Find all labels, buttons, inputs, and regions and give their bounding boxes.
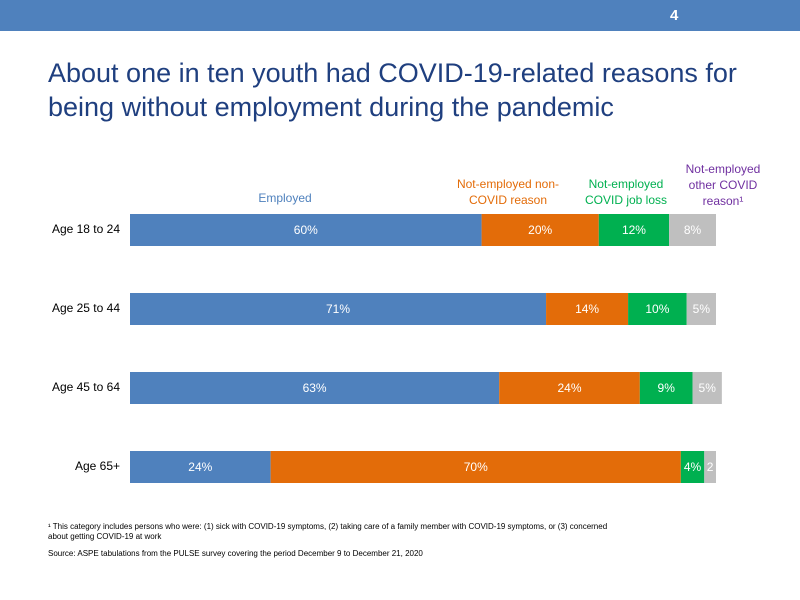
source-note: Source: ASPE tabulations from the PULSE …	[48, 549, 423, 558]
legend-entry: Employed	[258, 191, 312, 205]
bar-segment	[130, 372, 500, 404]
value-label: 70%	[464, 460, 488, 474]
value-label: 2	[707, 460, 714, 474]
value-label: 4%	[684, 460, 702, 474]
legend-entry: Not-employed other COVID reason¹	[685, 162, 761, 208]
category-label: Age 45 to 64	[52, 380, 120, 394]
value-label: 5%	[699, 381, 717, 395]
value-label: 20%	[528, 223, 552, 237]
value-label: 60%	[294, 223, 318, 237]
value-label: 14%	[575, 302, 599, 316]
bar-segment	[546, 293, 629, 325]
slide-title: About one in ten youth had COVID-19-rela…	[48, 58, 737, 122]
top-bar	[0, 0, 800, 31]
legend-entry: Not-employed non-COVID reason	[456, 177, 560, 207]
value-label: 10%	[645, 302, 669, 316]
value-label: 8%	[684, 223, 702, 237]
bar-segment	[704, 451, 716, 483]
value-label: 12%	[622, 223, 646, 237]
bar-segment	[130, 293, 547, 325]
bar-segment	[130, 214, 482, 246]
page-number: 4	[670, 7, 679, 24]
value-label: 24%	[188, 460, 212, 474]
value-label: 9%	[658, 381, 676, 395]
bar-segment	[680, 451, 705, 483]
bar-segment	[692, 372, 722, 404]
bar-segment	[481, 214, 599, 246]
category-label: Age 65+	[75, 459, 120, 473]
bar-segment	[628, 293, 687, 325]
bar-segment	[639, 372, 693, 404]
legend-entry: Not-employed COVID job loss	[584, 177, 668, 207]
bar-segment	[669, 214, 716, 246]
bar-segment	[598, 214, 670, 246]
value-label: 71%	[326, 302, 350, 316]
value-label: 5%	[693, 302, 711, 316]
category-label: Age 18 to 24	[52, 222, 120, 236]
bar-segment	[270, 451, 681, 483]
bar-segment	[499, 372, 640, 404]
value-label: 24%	[557, 381, 581, 395]
value-label: 63%	[303, 381, 327, 395]
bar-segment	[130, 451, 271, 483]
bar-segment	[686, 293, 716, 325]
footnote: ¹ This category includes persons who wer…	[48, 522, 608, 541]
category-label: Age 25 to 44	[52, 301, 120, 315]
